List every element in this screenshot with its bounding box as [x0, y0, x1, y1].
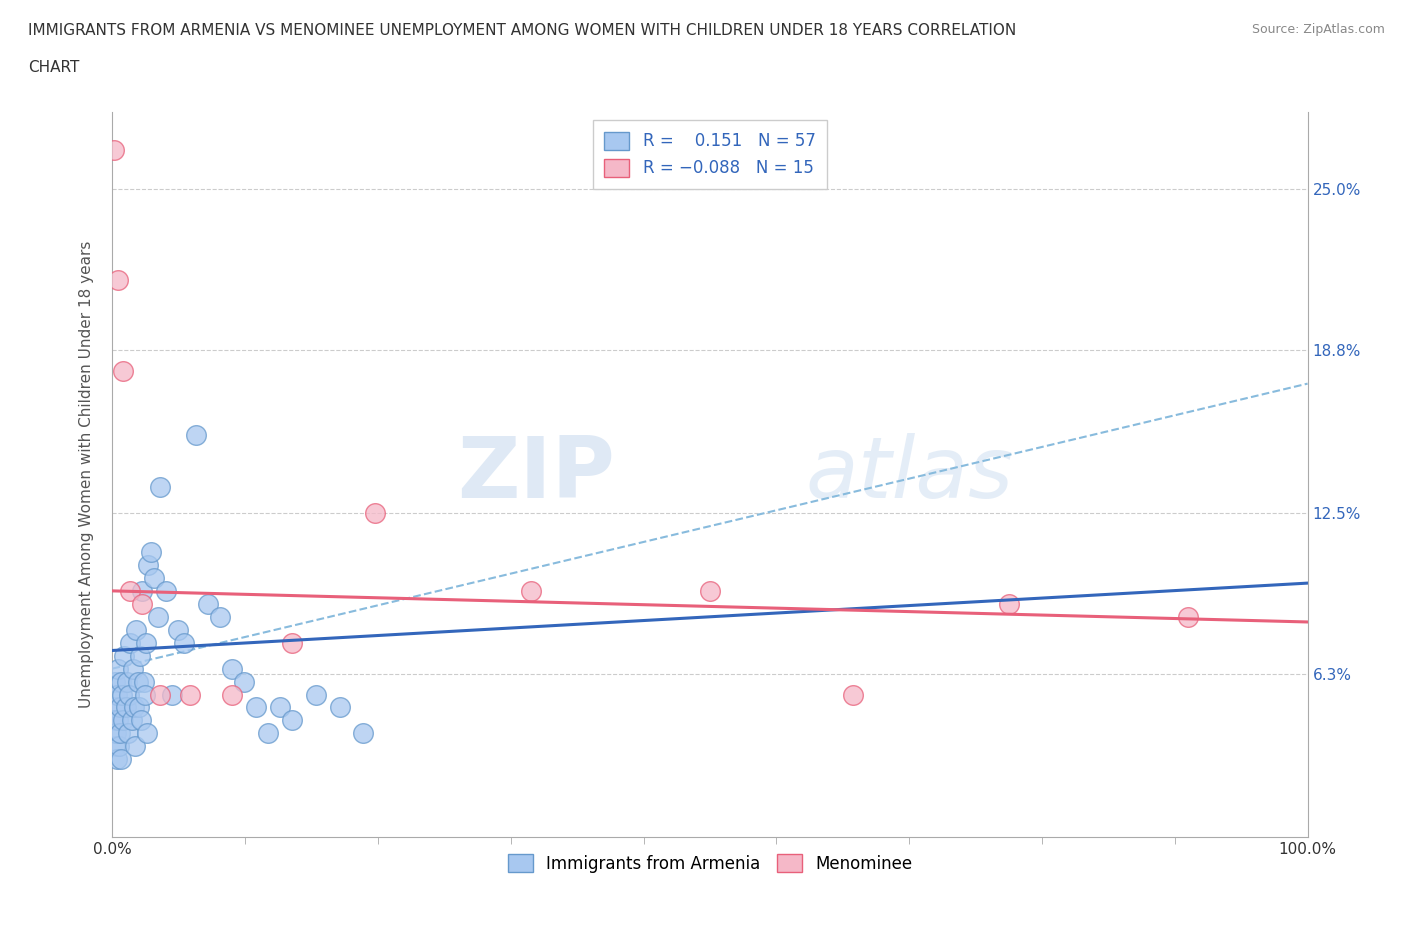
Point: [110, 726, 132, 741]
Point: [110, 751, 132, 766]
Point: [124, 738, 146, 753]
Point: [186, 428, 208, 443]
Point: [135, 635, 157, 650]
Point: [112, 364, 135, 379]
Point: [245, 700, 267, 715]
Point: [842, 687, 865, 702]
Point: [120, 583, 142, 598]
Point: [107, 272, 129, 287]
Point: [105, 751, 128, 766]
Point: [139, 545, 162, 560]
Point: [257, 726, 280, 741]
Point: [131, 596, 153, 611]
Point: [114, 648, 135, 663]
Point: [353, 726, 375, 741]
Point: [221, 661, 243, 676]
Point: [111, 687, 134, 702]
Point: [132, 674, 155, 689]
Point: [179, 687, 201, 702]
Point: [155, 583, 177, 598]
Point: [108, 738, 131, 753]
Point: [129, 648, 152, 663]
Point: [115, 674, 138, 689]
Point: [138, 558, 160, 573]
Text: CHART: CHART: [28, 60, 80, 75]
Point: [136, 726, 159, 741]
Point: [305, 687, 328, 702]
Point: [269, 700, 291, 715]
Point: [118, 687, 141, 702]
Point: [105, 726, 128, 741]
Point: [107, 661, 129, 676]
Point: [121, 713, 143, 728]
Point: [125, 622, 148, 637]
Legend: Immigrants from Armenia, Menominee: Immigrants from Armenia, Menominee: [501, 847, 920, 880]
Point: [117, 726, 139, 741]
Point: [146, 609, 169, 624]
Text: IMMIGRANTS FROM ARMENIA VS MENOMINEE UNEMPLOYMENT AMONG WOMEN WITH CHILDREN UNDE: IMMIGRANTS FROM ARMENIA VS MENOMINEE UNE…: [28, 23, 1017, 38]
Point: [281, 635, 304, 650]
Point: [329, 700, 352, 715]
Point: [104, 674, 127, 689]
Point: [131, 583, 153, 598]
Point: [110, 674, 132, 689]
Point: [112, 713, 135, 728]
Point: [107, 713, 129, 728]
Point: [162, 687, 183, 702]
Point: [1177, 609, 1199, 624]
Point: [108, 700, 131, 715]
Point: [149, 687, 172, 702]
Text: atlas: atlas: [806, 432, 1014, 516]
Point: [149, 480, 172, 495]
Point: [143, 570, 166, 585]
Point: [129, 713, 152, 728]
Point: [233, 674, 256, 689]
Point: [120, 635, 142, 650]
Point: [520, 583, 543, 598]
Y-axis label: Unemployment Among Women with Children Under 18 years: Unemployment Among Women with Children U…: [79, 241, 94, 708]
Point: [127, 674, 149, 689]
Point: [114, 700, 136, 715]
Point: [221, 687, 243, 702]
Point: [209, 609, 232, 624]
Point: [104, 738, 127, 753]
Point: [998, 596, 1021, 611]
Point: [121, 661, 143, 676]
Point: [173, 635, 195, 650]
Text: ZIP: ZIP: [457, 432, 614, 516]
Point: [103, 143, 125, 158]
Point: [134, 687, 156, 702]
Point: [128, 700, 150, 715]
Point: [699, 583, 721, 598]
Point: [122, 700, 145, 715]
Point: [197, 596, 219, 611]
Point: [364, 506, 387, 521]
Point: [167, 622, 190, 637]
Text: Source: ZipAtlas.com: Source: ZipAtlas.com: [1251, 23, 1385, 36]
Point: [281, 713, 304, 728]
Point: [103, 700, 125, 715]
Point: [103, 713, 125, 728]
Point: [105, 687, 128, 702]
